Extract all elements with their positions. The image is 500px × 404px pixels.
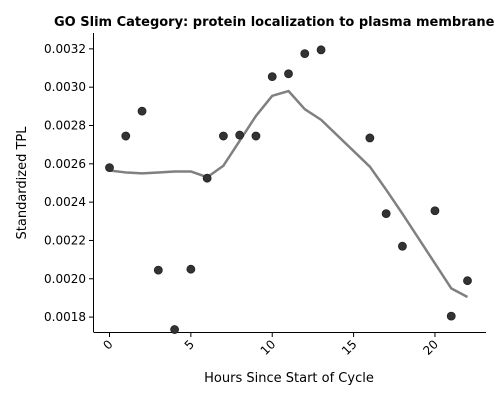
data-point (105, 163, 114, 173)
y-tick-label: 0.0024 (44, 195, 86, 209)
data-point (430, 206, 440, 216)
trend-line-layer (109, 89, 469, 299)
data-point (398, 241, 407, 251)
data-point (381, 209, 391, 219)
data-point (121, 131, 131, 141)
x-tick-label: 5 (182, 337, 197, 352)
y-tick-label: 0.0032 (44, 42, 86, 56)
x-tick-label: 20 (420, 337, 441, 358)
y-tick-label: 0.0018 (44, 310, 86, 324)
x-tick-label: 10 (258, 337, 279, 358)
y-tick-label: 0.0028 (44, 119, 86, 133)
data-point (267, 72, 277, 82)
trend-line (109, 89, 469, 299)
data-point (186, 264, 196, 274)
points-layer (105, 45, 472, 334)
chart-title: GO Slim Category: protein localization t… (54, 15, 495, 30)
y-tick-label: 0.0020 (44, 272, 86, 286)
x-tick-label: 15 (339, 337, 360, 358)
data-point (219, 131, 228, 141)
y-tick-label: 0.0022 (44, 233, 86, 247)
data-point (463, 276, 472, 286)
data-point (284, 69, 293, 79)
data-point (202, 173, 212, 183)
data-point (153, 265, 163, 275)
y-tick-label: 0.0030 (44, 80, 86, 94)
data-point (137, 106, 147, 116)
x-tick-label: 0 (100, 337, 115, 352)
data-point (446, 311, 456, 321)
y-axis-label: Standardized TPL (15, 126, 30, 240)
y-tick-label: 0.0026 (44, 157, 86, 171)
axes-layer (93, 33, 486, 333)
data-point (316, 45, 326, 55)
ticks-layer: 0 5 10 15 20 0.0018 0.0020 0.0022 0.0024 0.0026 0.… (44, 42, 441, 358)
data-point (300, 49, 310, 59)
x-axis-label: Hours Since Start of Cycle (204, 371, 374, 386)
data-point (365, 133, 375, 143)
data-point (251, 131, 261, 141)
data-point (235, 130, 245, 140)
data-point (170, 325, 179, 334)
